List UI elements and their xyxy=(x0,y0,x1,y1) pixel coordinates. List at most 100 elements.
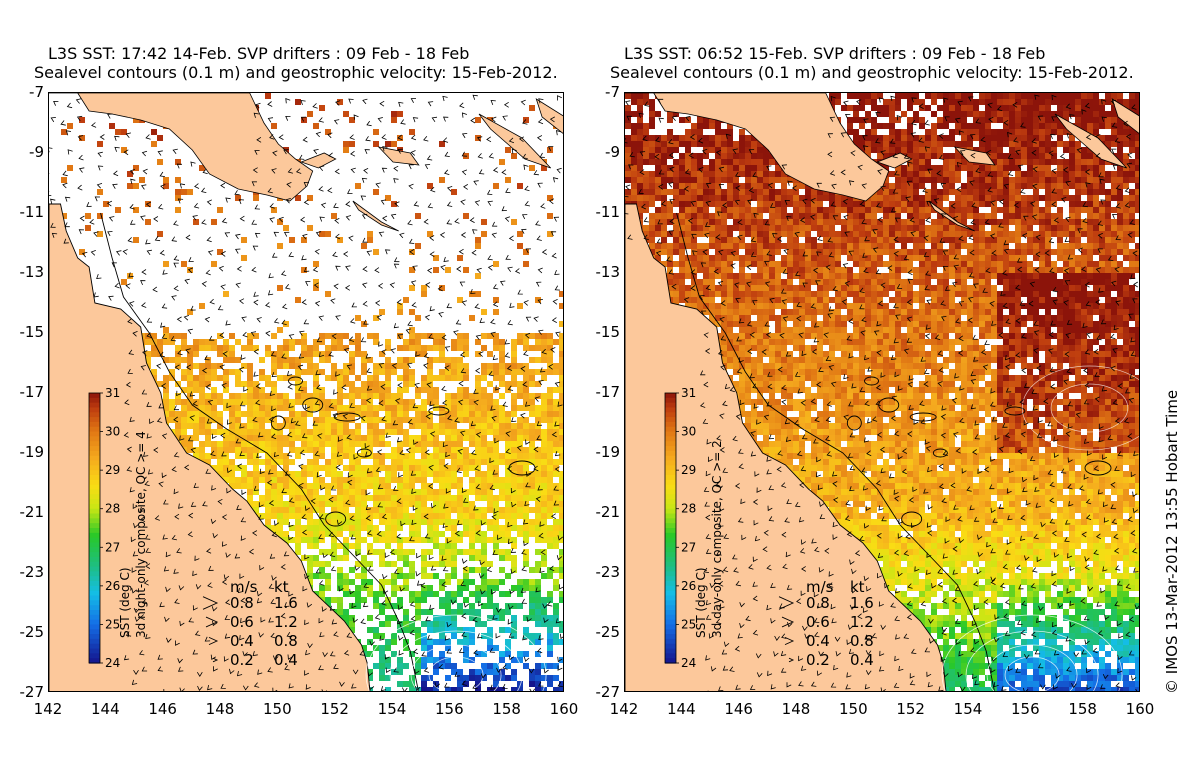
reef-outline-2 xyxy=(333,412,361,422)
y-tick-label: -23 xyxy=(19,563,45,581)
island-3 xyxy=(478,113,551,169)
velocity-legend-kt-value: 1.2 xyxy=(850,613,874,631)
sst-map-right-canvas: 31 30 29 28 27 26 25 24 xyxy=(625,93,1139,691)
australia-land xyxy=(49,203,371,691)
sealevel-contours xyxy=(941,365,1139,691)
x-tick-label: 144 xyxy=(667,700,696,718)
x-tick-label: 146 xyxy=(724,700,753,718)
y-tick-label: -25 xyxy=(19,623,45,641)
y-tick-label: -27 xyxy=(595,683,621,701)
sst-colorbar: 31 30 29 28 27 26 25 24 xyxy=(664,386,696,670)
x-tick-label: 158 xyxy=(1068,700,1097,718)
island-3 xyxy=(1054,113,1127,169)
reef-outline-1 xyxy=(302,397,324,413)
y-tick-label: -9 xyxy=(29,143,44,161)
panel-title-left: L3S SST: 17:42 14-Feb. SVP drifters : 09… xyxy=(34,44,558,82)
y-tick-label: -15 xyxy=(595,323,621,341)
credit-text: © IMOS 13-Mar-2012 13:55 Hobart Time xyxy=(1163,389,1181,694)
colorbar-tick-label: 27 xyxy=(681,540,696,554)
velocity-legend-header-ms: m/s xyxy=(806,578,834,596)
x-tick-label: 142 xyxy=(33,700,63,718)
velocity-legend-header-kt: kt xyxy=(850,578,865,596)
island-2 xyxy=(377,146,420,166)
colorbar-tick-label: 24 xyxy=(681,656,696,670)
reef-outline-6 xyxy=(356,448,372,458)
island-2 xyxy=(953,146,996,166)
colorbar-subtitle-left: 3d night-only composite, QC >= 4 xyxy=(134,431,148,638)
island-1 xyxy=(876,152,913,169)
y-tick-label: -17 xyxy=(19,383,45,401)
velocity-arrows xyxy=(49,94,563,691)
reef-outline-6 xyxy=(932,448,948,458)
colorbar-tick-label: 26 xyxy=(105,579,120,593)
colorbar-title-right-text: SST (deg C) xyxy=(694,567,708,638)
panel-title-right-line2: Sealevel contours (0.1 m) and geostrophi… xyxy=(610,63,1134,82)
velocity-legend-ms-value: 0.2 xyxy=(806,651,830,669)
velocity-legend-kt-value: 1.6 xyxy=(850,594,874,612)
colorbar-title-right: SST (deg C) xyxy=(694,567,708,638)
x-tick-label: 156 xyxy=(435,700,464,718)
colorbar-tick-label: 31 xyxy=(681,386,696,400)
colorbar-title-left-text: SST (deg C) xyxy=(118,567,132,638)
x-tick-label: 142 xyxy=(609,700,639,718)
island-1 xyxy=(300,152,337,169)
x-tick-label: 156 xyxy=(1011,700,1040,718)
colorbar-tick-label: 29 xyxy=(681,463,696,477)
y-tick-label: -9 xyxy=(605,143,620,161)
x-tick-label: 154 xyxy=(953,700,983,718)
x-tick-label: 150 xyxy=(263,700,292,718)
x-tick-label: 160 xyxy=(1125,700,1155,718)
velocity-legend-ms-value: 0.8 xyxy=(230,594,254,612)
velocity-legend-arrows xyxy=(778,596,795,663)
x-tick-label: 154 xyxy=(377,700,407,718)
y-tick-label: -17 xyxy=(595,383,621,401)
velocity-legend-header-kt: kt xyxy=(274,578,289,596)
velocity-legend-ms-value: 0.6 xyxy=(806,613,830,631)
reef-outline-3 xyxy=(846,415,862,431)
island-0 xyxy=(928,200,975,232)
sst-map-left: 31 30 29 28 27 26 25 24 xyxy=(48,92,564,692)
shelf-contour xyxy=(100,212,419,691)
velocity-legend-arrows xyxy=(202,596,219,663)
x-tick-label: 150 xyxy=(839,700,868,718)
reef-outline-0 xyxy=(288,376,303,386)
y-tick-label: -19 xyxy=(19,443,45,461)
colorbar-tick-label: 30 xyxy=(105,425,120,439)
sealevel-contours xyxy=(365,614,547,691)
velocity-legend-kt-value: 0.4 xyxy=(850,651,874,669)
island-4 xyxy=(1111,98,1139,134)
x-tick-label: 152 xyxy=(320,700,349,718)
x-tick-label: 148 xyxy=(781,700,811,718)
png-land xyxy=(625,93,890,202)
x-tick-label: 160 xyxy=(549,700,579,718)
colorbar-tick-label: 29 xyxy=(105,463,120,477)
sst-field xyxy=(625,93,1139,691)
colorbar-tick-label: 30 xyxy=(681,425,696,439)
sst-colorbar: 31 30 29 28 27 26 25 24 xyxy=(88,386,120,670)
velocity-legend-header-ms: m/s xyxy=(230,578,258,596)
x-tick-label: 144 xyxy=(91,700,120,718)
y-tick-label: -15 xyxy=(19,323,45,341)
colorbar-tick-label: 28 xyxy=(105,502,120,516)
velocity-arrows xyxy=(625,94,1139,691)
reef-outline-0 xyxy=(864,376,879,386)
panel-title-left-line2: Sealevel contours (0.1 m) and geostrophi… xyxy=(34,63,558,82)
velocity-legend-kt-value: 1.6 xyxy=(274,594,298,612)
y-tick-label: -7 xyxy=(605,83,620,101)
colorbar-tick-label: 27 xyxy=(105,540,120,554)
velocity-legend-ms-value: 0.4 xyxy=(806,632,830,650)
colorbar-subtitle-left-text: 3d night-only composite, QC >= 4 xyxy=(134,431,148,638)
y-tick-label: -11 xyxy=(595,203,621,221)
x-tick-label: 148 xyxy=(205,700,235,718)
colorbar-tick-label: 28 xyxy=(681,502,696,516)
island-4 xyxy=(535,98,563,134)
colorbar-subtitle-right-text: 3d day-only composite, QC >= 2 xyxy=(710,440,724,638)
y-tick-label: -21 xyxy=(595,503,621,521)
colorbar-tick-label: 25 xyxy=(105,617,120,631)
x-tick-label: 146 xyxy=(148,700,177,718)
velocity-legend-ms-value: 0.6 xyxy=(230,613,254,631)
y-tick-label: -13 xyxy=(595,263,621,281)
velocity-legend-kt-value: 1.2 xyxy=(274,613,298,631)
panel-title-left-line1: L3S SST: 17:42 14-Feb. SVP drifters : 09… xyxy=(48,44,470,63)
